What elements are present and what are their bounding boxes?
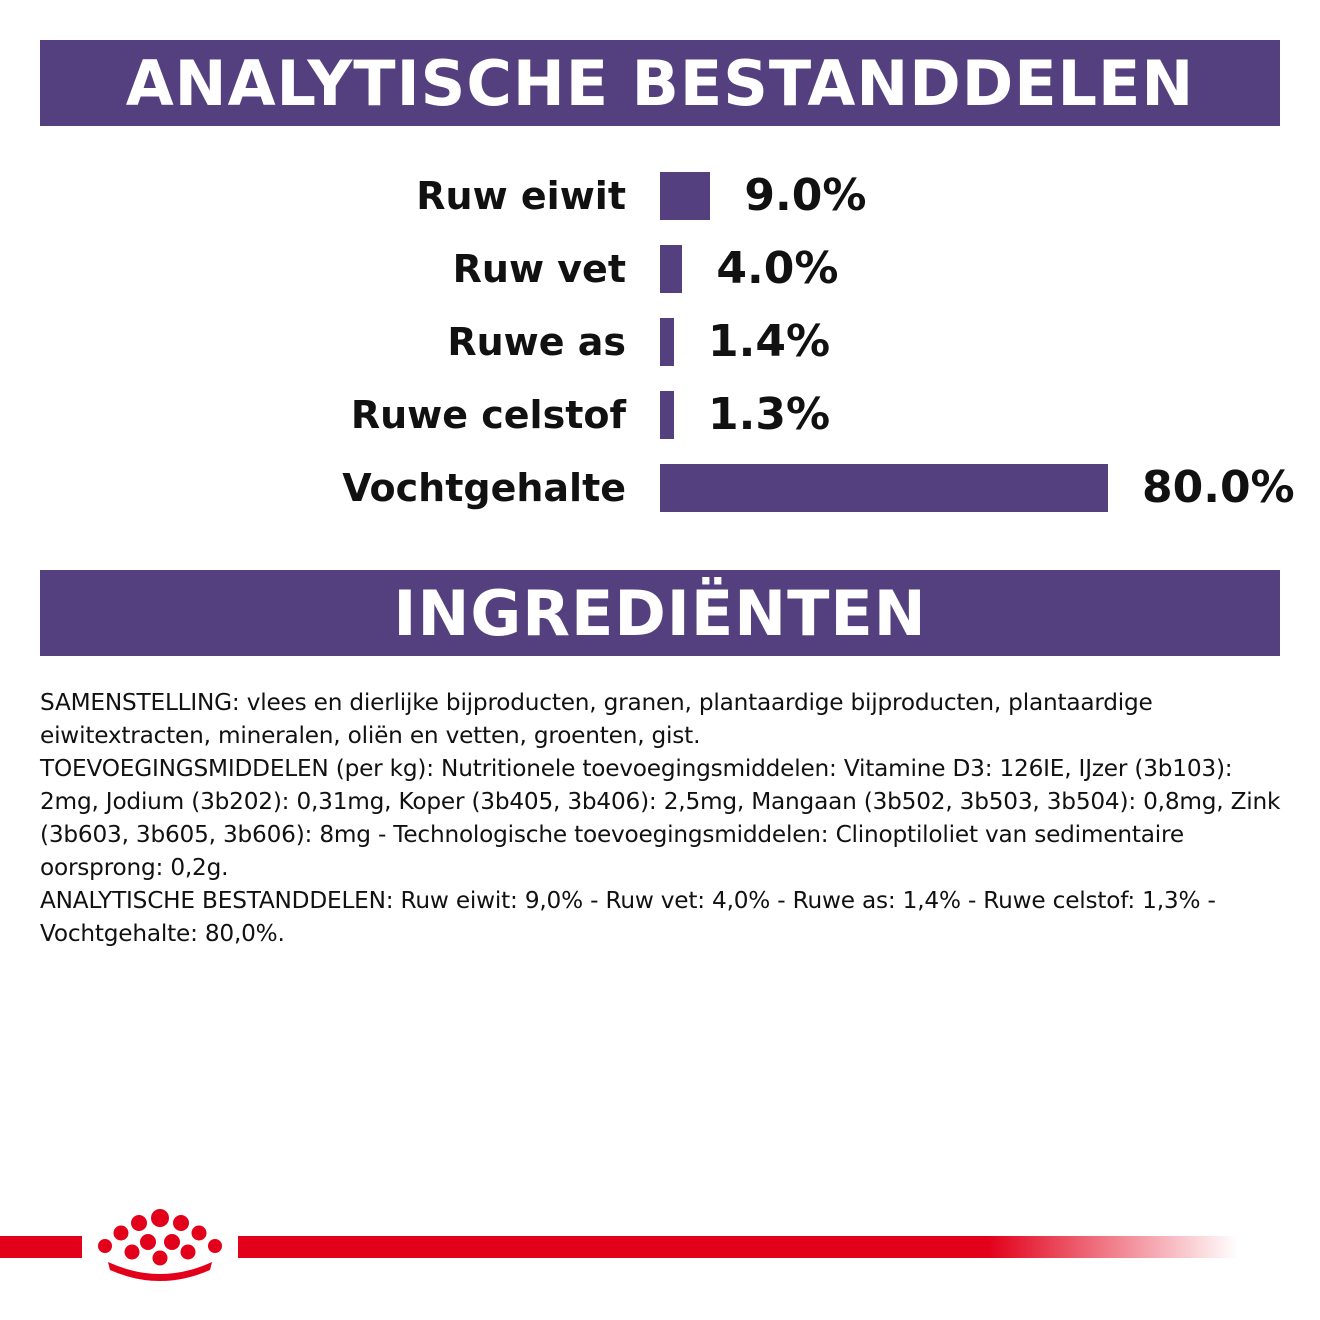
category-label-ruwe-celstof: Ruwe celstof [350, 393, 626, 437]
bar-ruw-eiwit [660, 172, 711, 220]
bar-vochtgehalte [660, 464, 1108, 512]
section-banner-ingredients: INGREDIËNTEN [40, 570, 1280, 656]
ingredients-text: SAMENSTELLING: vlees en dierlijke bijpro… [40, 686, 1285, 950]
footer-red-line-left [0, 1236, 82, 1258]
value-label-ruw-vet: 4.0% [716, 243, 839, 294]
category-label-ruw-vet: Ruw vet [452, 247, 626, 291]
category-label-ruw-eiwit: Ruw eiwit [416, 174, 626, 218]
royal-canin-crown-icon [98, 1209, 222, 1281]
bar-ruwe-celstof [660, 391, 674, 439]
value-label-ruwe-celstof: 1.3% [708, 389, 831, 440]
section-title-ingredients: INGREDIËNTEN [393, 576, 927, 650]
section-title-analytical: ANALYTISCHE BESTANDDELEN [125, 46, 1195, 120]
section-banner-analytical: ANALYTISCHE BESTANDDELEN [40, 40, 1280, 126]
category-label-vochtgehalte: Vochtgehalte [342, 466, 626, 510]
bar-ruw-vet [660, 245, 683, 293]
value-label-ruwe-as: 1.4% [708, 316, 831, 367]
ingredients-analytical: ANALYTISCHE BESTANDDELEN: Ruw eiwit: 9,0… [40, 887, 1216, 947]
value-label-ruw-eiwit: 9.0% [744, 170, 867, 221]
bar-ruwe-as [660, 318, 674, 366]
category-label-ruwe-as: Ruwe as [447, 320, 626, 364]
ingredients-composition: SAMENSTELLING: vlees en dierlijke bijpro… [40, 689, 1153, 749]
analytical-bar-chart: Ruw eiwit 9.0% Ruw vet 4.0% Ruwe as 1.4% Ruwe … [0, 150, 1320, 540]
value-label-vochtgehalte: 80.0% [1142, 462, 1295, 513]
ingredients-additives: TOEVOEGINGSMIDDELEN (per kg): Nutritione… [40, 755, 1281, 881]
footer-red-line-right [238, 1236, 1238, 1258]
